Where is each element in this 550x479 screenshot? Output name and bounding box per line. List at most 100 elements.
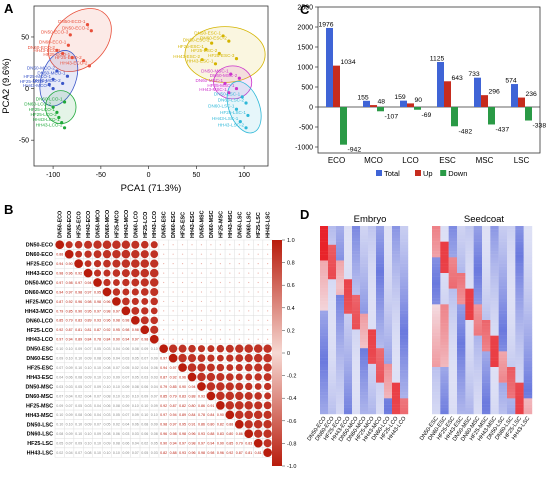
- heatmap-cell: [360, 398, 369, 402]
- correlation-circle: [248, 291, 250, 293]
- heatmap-cell: [336, 323, 345, 327]
- heatmap-cell: [473, 341, 483, 346]
- heatmap-cell: [457, 229, 466, 233]
- pca-y-label: PCA2 (9.6%): [1, 58, 12, 113]
- heatmap-cell: [482, 273, 491, 277]
- heatmap-cell: [473, 370, 483, 374]
- heatmap-cell: [448, 304, 458, 308]
- heatmap-cell: [507, 307, 516, 311]
- heatmap-cell: [515, 266, 524, 271]
- point-esc: [213, 62, 218, 66]
- heatmap-cell: [392, 226, 401, 230]
- heatmap-cell: [328, 260, 337, 264]
- heatmap-cell: [384, 266, 393, 271]
- heatmap-cell: [384, 269, 393, 274]
- heatmap-cell: [473, 379, 483, 383]
- heatmap-cell: [400, 354, 409, 358]
- correlation-circle: [235, 382, 244, 391]
- colorbar-tick-label: -0.4: [287, 396, 296, 402]
- correlation-value: 0.04: [113, 347, 120, 351]
- heatmap-cell: [457, 388, 466, 393]
- heatmap-cell: [515, 304, 524, 308]
- heatmap-cell: [457, 298, 466, 302]
- heatmap-cell: [376, 345, 385, 349]
- heatmap-cell: [507, 313, 516, 318]
- heatmap-cell: [515, 404, 524, 408]
- heatmap-cell: [440, 276, 449, 280]
- heatmap-cell: [473, 254, 483, 258]
- correlation-circle: [248, 281, 250, 284]
- correlation-circle: [257, 329, 259, 331]
- heatmap-cell: [457, 254, 466, 258]
- heatmap-cell: [498, 276, 508, 280]
- heatmap-cell: [507, 288, 516, 292]
- correlation-circle: [191, 300, 193, 303]
- point-eco: [61, 51, 65, 56]
- heatmap-cell: [384, 254, 393, 258]
- heatmap-cell: [515, 320, 524, 324]
- correlation-value: 0.10: [56, 347, 63, 351]
- heatmap-cell: [368, 238, 377, 242]
- heatmap-cell: [328, 392, 337, 396]
- correlation-circle: [191, 291, 193, 293]
- heatmap-cell: [328, 345, 337, 349]
- heatmap-cell: [328, 247, 337, 252]
- correlation-row-labels: DN50-ECODN60-ECOHF25-ECOHH43-ECODN50-MCO…: [25, 243, 53, 457]
- correlation-circle: [191, 263, 193, 265]
- heatmap-cell: [473, 229, 483, 233]
- heatmap-cell: [490, 266, 499, 271]
- heatmap-cell: [376, 373, 385, 377]
- correlation-value: 0.09: [141, 347, 148, 351]
- correlation-value: 0.06: [132, 423, 139, 427]
- correlation-circle: [93, 260, 102, 268]
- heatmap-cell: [440, 354, 449, 358]
- heatmap-cell: [352, 354, 361, 358]
- heatmap-cell: [352, 385, 361, 390]
- correlation-value: 0.07: [94, 423, 101, 427]
- heatmap-cell: [482, 279, 491, 283]
- heatmap-cell: [320, 357, 329, 361]
- heatmap-cell: [465, 407, 474, 412]
- correlation-value: 0.84: [189, 413, 196, 417]
- heatmap-cell: [515, 288, 524, 292]
- heatmap-cell: [336, 307, 345, 311]
- heatmap-cell: [465, 323, 474, 327]
- heatmap-cell: [457, 235, 466, 239]
- bar-value-label: 90: [415, 97, 423, 104]
- heatmap-cell: [376, 376, 385, 380]
- heatmap-cell: [482, 367, 491, 371]
- heatmap-cell: [490, 341, 499, 346]
- heatmap-cell: [507, 260, 516, 264]
- correlation-circle: [150, 241, 158, 249]
- heatmap-cell: [440, 251, 449, 255]
- heatmap-cell: [368, 247, 377, 252]
- heatmap-cell: [376, 367, 385, 371]
- correlation-circle: [267, 272, 269, 274]
- heatmap-cell: [384, 241, 393, 245]
- correlation-circle: [235, 391, 244, 401]
- point-label: HH43-LSC-1: [212, 116, 239, 121]
- heatmap-cell: [432, 376, 441, 380]
- heatmap-cell: [490, 282, 499, 286]
- correlation-circle: [263, 373, 272, 381]
- heatmap-cell: [515, 294, 524, 299]
- correlation-value: 0.05: [113, 413, 120, 417]
- heatmap-cell: [448, 395, 458, 399]
- ellipse-lsc: [226, 81, 262, 134]
- correlation-circle: [235, 373, 243, 381]
- correlation-circle: [225, 344, 234, 353]
- correlation-circle: [210, 338, 212, 340]
- heatmap-cell: [465, 294, 474, 299]
- row-label: DN60-MSC: [25, 394, 53, 400]
- heatmap-cell: [336, 404, 345, 408]
- heatmap-cell: [440, 307, 449, 311]
- heatmap-cell: [336, 316, 345, 321]
- heatmap-cell: [482, 269, 491, 274]
- heatmap-cell: [328, 282, 337, 286]
- heatmap-cell: [384, 307, 393, 311]
- bar-value-label: 574: [505, 78, 517, 85]
- heatmap-cell: [384, 348, 393, 352]
- heatmap-cell: [448, 238, 458, 242]
- heatmap-cell: [320, 363, 329, 368]
- row-label: DN50-MSC: [25, 384, 53, 390]
